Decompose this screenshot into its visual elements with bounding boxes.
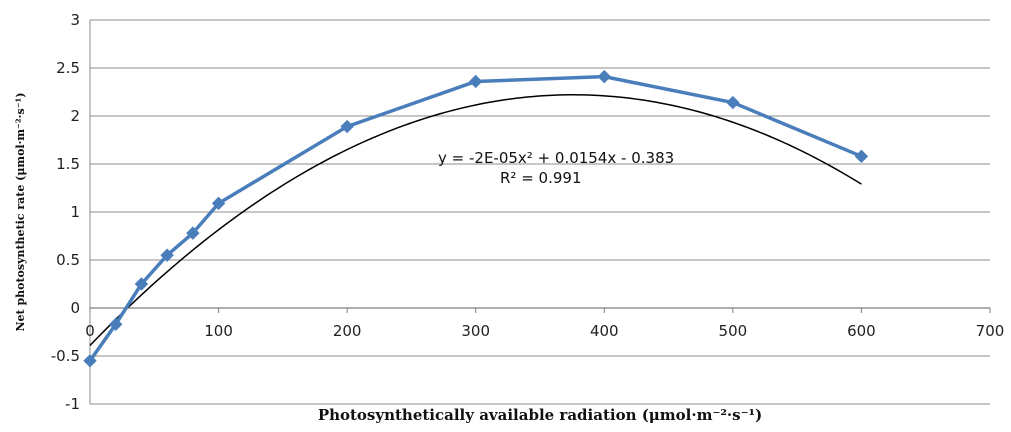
axes: -1 -0.5 0 0.5 1 1.5 2 2.5 3 0 100 200 300 400 500 600 70… (51, 11, 1005, 413)
labels: y = -2E-05x² + 0.0154x - 0.383 R² = 0.99… (14, 92, 762, 424)
x-tick-label: 100 (204, 322, 233, 340)
data-point (109, 317, 123, 332)
y-tick-label: 1 (70, 203, 80, 221)
data-point (340, 119, 354, 134)
data-point (854, 149, 869, 164)
x-axis-label: Photosynthetically available radiation (… (318, 406, 762, 424)
data-point (726, 95, 740, 110)
x-tick-label: 600 (847, 322, 876, 340)
x-tick-label: 0 (85, 322, 95, 340)
y-tick-label: 3 (70, 11, 80, 29)
series-group (83, 69, 869, 368)
x-tick-label: 300 (461, 322, 490, 340)
x-tick-label: 400 (590, 322, 619, 340)
data-point (83, 354, 97, 368)
data-point (469, 74, 483, 89)
series-line (88, 74, 863, 362)
r-squared-label: R² = 0.991 (500, 169, 581, 187)
trendline-equation: y = -2E-05x² + 0.0154x - 0.383 (438, 149, 674, 167)
y-axis-label: Net photosynthetic rate (μmol·m⁻²·s⁻¹) (14, 92, 27, 331)
data-point (211, 196, 226, 211)
y-tick-label: 0 (70, 299, 80, 317)
y-tick-label: -0.5 (51, 347, 80, 365)
x-tick-label: 700 (976, 322, 1005, 340)
data-point (186, 226, 200, 240)
y-tick-label: 1.5 (56, 155, 80, 173)
trendline-group (89, 94, 862, 346)
data-point (597, 69, 611, 84)
trendline (89, 94, 862, 346)
data-point (160, 248, 174, 262)
x-tick-label: 500 (719, 322, 748, 340)
x-tick-label: 200 (333, 322, 362, 340)
y-tick-label: -1 (65, 395, 80, 413)
y-tick-label: 0.5 (56, 251, 80, 269)
data-point (134, 277, 149, 291)
y-tick-label: 2.5 (56, 59, 80, 77)
y-tick-label: 2 (70, 107, 80, 125)
